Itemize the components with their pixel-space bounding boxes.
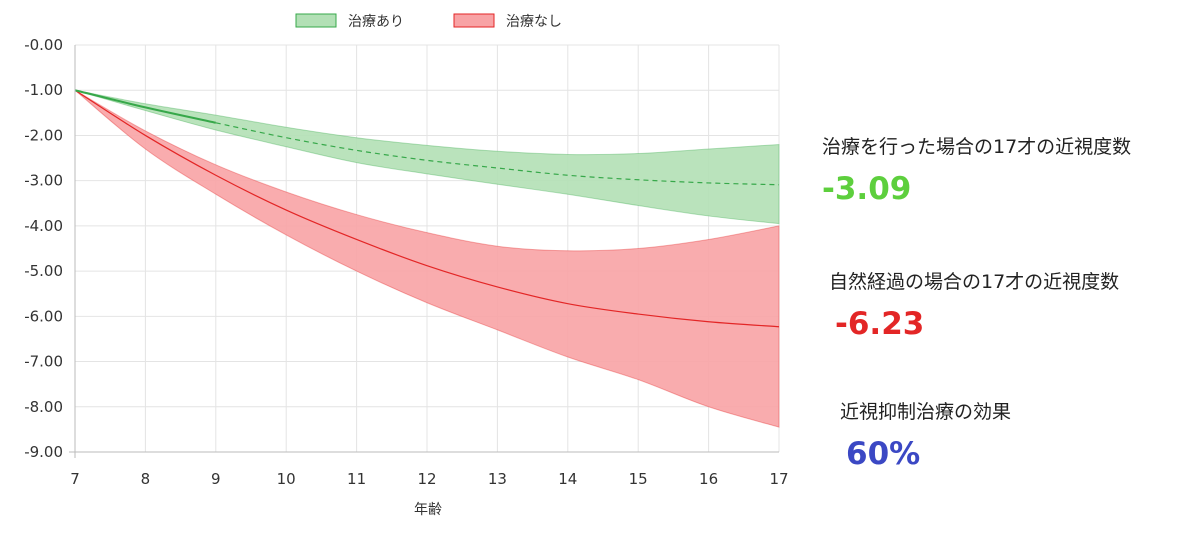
y-tick-label-6: -6.00 [24, 307, 63, 325]
confidence-bands [74, 89, 780, 428]
x-axis-label: 年齢 [414, 502, 442, 518]
stat-natural-value: -6.23 [835, 306, 925, 342]
x-tick-label-3: 10 [277, 470, 296, 488]
myopia-progression-chart: -0.00 -1.00 -2.00 -3.00 -4.00 -5.00 -6.00 -7.00… [24, 13, 788, 518]
x-tick-label-7: 14 [558, 470, 577, 488]
series-lines [74, 89, 780, 328]
x-tick-label-0: 7 [70, 470, 80, 488]
series-line-solid-0 [74, 89, 217, 124]
y-tick-label-2: -2.00 [24, 126, 63, 144]
stat-natural-label: 自然経過の場合の17才の近視度数 [829, 271, 1120, 293]
series-line-solid-1 [74, 89, 780, 328]
legend-label-0: 治療あり [348, 13, 404, 30]
y-tick-label-0: -0.00 [24, 36, 63, 54]
x-tick-label-10: 17 [769, 470, 788, 488]
legend[interactable]: 治療あり 治療なし [295, 13, 562, 30]
axes [69, 45, 779, 458]
stat-treated: 治療を行った場合の17才の近視度数 -3.09 [822, 132, 1131, 207]
y-tick-label-9: -9.00 [24, 443, 63, 461]
stat-effect-value: 60% [846, 436, 921, 472]
x-tick-label-1: 8 [141, 470, 151, 488]
series-line-dashed-0 [215, 122, 780, 186]
x-tick-label-9: 16 [699, 470, 718, 488]
y-tick-label-4: -4.00 [24, 217, 63, 235]
legend-label-1: 治療なし [506, 13, 562, 30]
y-tick-label-8: -8.00 [24, 398, 63, 416]
x-tick-label-4: 11 [347, 470, 366, 488]
y-tick-label-3: -3.00 [24, 172, 63, 190]
x-tick-labels: 7 8 9 10 11 12 13 14 15 16 17 [70, 470, 788, 488]
band-1 [74, 89, 780, 428]
x-tick-label-8: 15 [629, 470, 648, 488]
x-tick-label-6: 13 [488, 470, 507, 488]
stat-treated-label: 治療を行った場合の17才の近視度数 [822, 136, 1132, 158]
y-tick-label-1: -1.00 [24, 81, 63, 99]
stat-natural: 自然経過の場合の17才の近視度数 -6.23 [829, 267, 1119, 342]
legend-swatch-1 [453, 13, 495, 28]
stat-effect-label: 近視抑制治療の効果 [840, 401, 1012, 423]
legend-swatch-0 [295, 13, 337, 28]
y-tick-label-7: -7.00 [24, 353, 63, 371]
y-tick-labels: -0.00 -1.00 -2.00 -3.00 -4.00 -5.00 -6.00 -7.00… [24, 36, 63, 461]
x-tick-label-2: 9 [211, 470, 221, 488]
band-0 [74, 89, 780, 225]
x-tick-label-5: 12 [417, 470, 436, 488]
y-tick-label-5: -5.00 [24, 262, 63, 280]
stat-treated-value: -3.09 [822, 171, 912, 207]
stat-effect: 近視抑制治療の効果 60% [840, 397, 1011, 472]
